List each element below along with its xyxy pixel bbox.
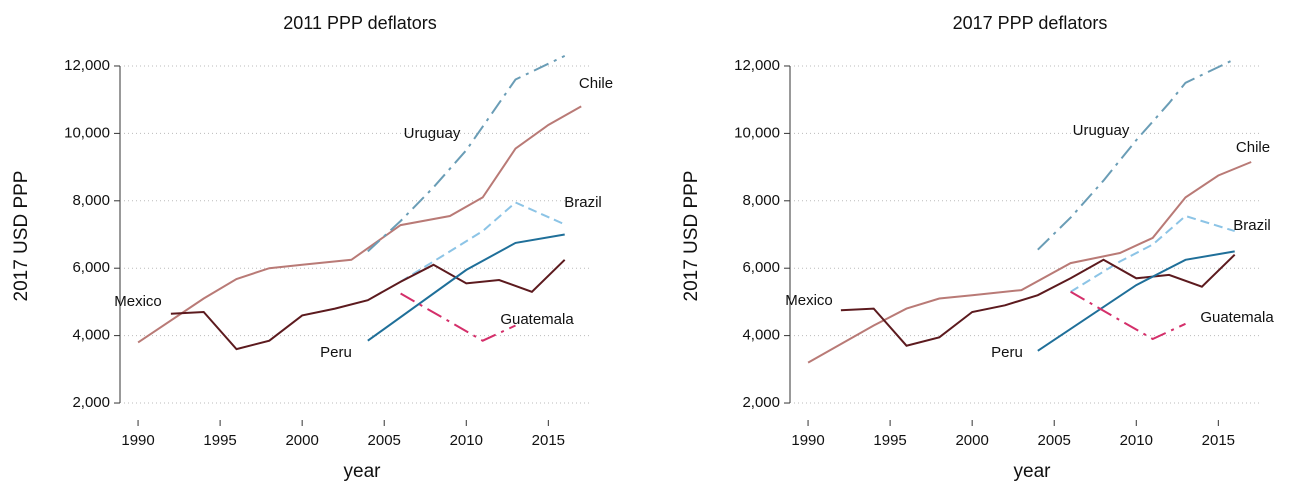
series-line — [137, 105, 582, 344]
x-tick-label: 2015 — [532, 432, 565, 449]
x-tick-label: 1990 — [791, 432, 824, 449]
series-label: Mexico — [114, 293, 162, 310]
x-tick-label: 2015 — [1202, 432, 1235, 449]
series-line — [367, 233, 565, 342]
series-label: Brazil — [1233, 217, 1271, 234]
series-line — [807, 161, 1252, 364]
y-tick-label: 10,000 — [734, 124, 780, 141]
series-label: Uruguay — [1073, 122, 1130, 139]
x-tick-label: 1995 — [873, 432, 906, 449]
x-tick-label: 2000 — [955, 432, 988, 449]
chart-title: 2017 PPP deflators — [953, 13, 1108, 33]
x-tick-label: 2010 — [450, 432, 483, 449]
y-tick-label: 6,000 — [742, 259, 780, 276]
series-line — [170, 259, 566, 351]
x-tick-label: 2005 — [368, 432, 401, 449]
chart-title: 2011 PPP deflators — [283, 13, 436, 33]
y-axis-label: 2017 USD PPP — [681, 171, 702, 302]
x-tick-label: 2005 — [1038, 432, 1071, 449]
series-label: Guatemala — [1200, 309, 1274, 326]
y-tick-label: 4,000 — [742, 327, 780, 344]
y-tick-label: 12,000 — [64, 57, 110, 74]
y-tick-label: 2,000 — [742, 394, 780, 411]
series-label: Guatemala — [500, 311, 574, 328]
series-label: Chile — [1236, 139, 1270, 156]
series-line — [1070, 214, 1235, 293]
series-label: Chile — [579, 75, 613, 92]
series-label: Uruguay — [404, 125, 461, 142]
y-tick-label: 4,000 — [72, 327, 110, 344]
x-tick-label: 2000 — [285, 432, 318, 449]
y-tick-label: 6,000 — [72, 259, 110, 276]
series-line — [1037, 250, 1235, 352]
series-line — [367, 54, 566, 253]
series-label: Peru — [320, 344, 352, 361]
series-label: Brazil — [564, 194, 602, 211]
x-tick-label: 1995 — [203, 432, 236, 449]
series-label: Peru — [991, 344, 1023, 361]
y-tick-label: 10,000 — [64, 124, 110, 141]
series-line — [1070, 290, 1186, 341]
x-tick-label: 1990 — [121, 432, 154, 449]
series-label: Mexico — [785, 292, 833, 309]
y-axis-label: 2017 USD PPP — [11, 171, 32, 302]
x-axis-label: year — [1014, 461, 1052, 482]
series-line — [1037, 58, 1236, 251]
series-line — [400, 201, 566, 283]
y-tick-label: 8,000 — [742, 192, 780, 209]
x-tick-label: 2010 — [1120, 432, 1153, 449]
y-tick-label: 12,000 — [734, 57, 780, 74]
y-tick-label: 8,000 — [72, 192, 110, 209]
series-line — [400, 292, 516, 342]
y-tick-label: 2,000 — [72, 394, 110, 411]
series-line — [840, 253, 1236, 347]
x-axis-label: year — [344, 461, 382, 482]
